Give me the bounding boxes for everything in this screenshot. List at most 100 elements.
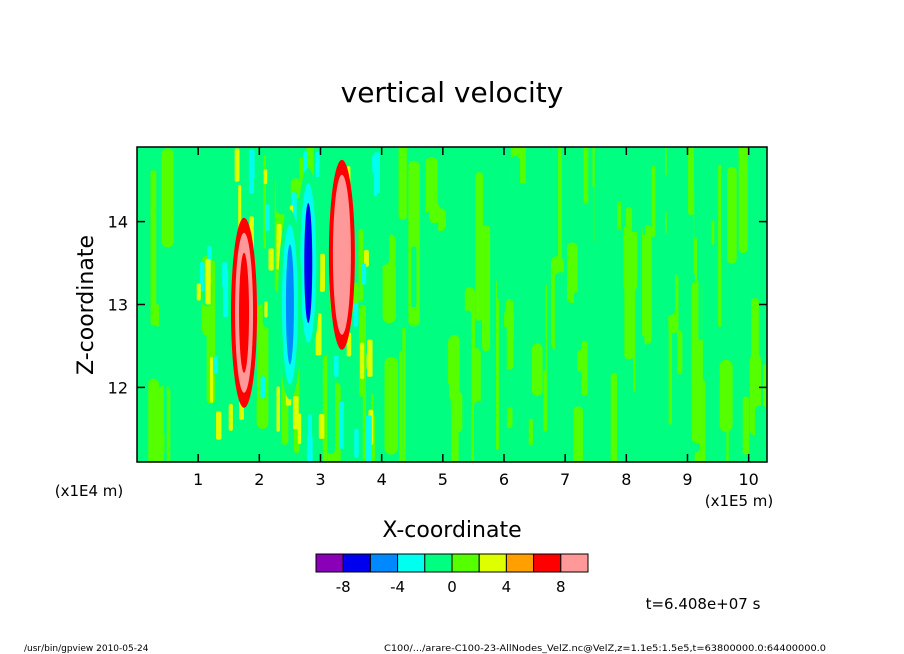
- field-patch: [573, 406, 583, 462]
- field-patch: [475, 172, 484, 321]
- feature-blob: [304, 203, 313, 324]
- field-streak: [353, 303, 359, 327]
- field-patch: [597, 182, 604, 221]
- colorbar-swatch: [369, 553, 399, 573]
- field-patch: [688, 147, 694, 216]
- feature-blob: [285, 244, 294, 365]
- colorbar-swatch: [424, 553, 453, 573]
- x-tick-label: 6: [499, 470, 509, 489]
- x-tick-label: 8: [621, 470, 631, 489]
- field-patch: [402, 327, 406, 462]
- field-patch: [495, 280, 500, 451]
- colorbar-tick-label: -8: [336, 578, 351, 596]
- field-streak: [214, 356, 218, 374]
- colorbar-swatch: [560, 553, 589, 573]
- colorbar-swatch: [451, 553, 480, 573]
- field-streak: [199, 261, 205, 292]
- field-streak: [367, 339, 373, 377]
- field-streak: [215, 411, 222, 440]
- field-patch: [719, 359, 733, 432]
- y-ticks: 12 13 14: [108, 213, 767, 397]
- field-patch: [617, 201, 621, 235]
- field-streak: [264, 204, 270, 231]
- x-tick-label: 1: [193, 470, 203, 489]
- field-patch: [463, 310, 472, 442]
- field-patch: [256, 304, 269, 429]
- field-streak: [354, 428, 359, 458]
- field-patch: [325, 333, 336, 454]
- field-streak: [238, 184, 242, 232]
- field-patch: [148, 378, 159, 462]
- y-tick-label: 12: [108, 378, 128, 397]
- field-patch: [142, 386, 147, 462]
- field-patch: [137, 283, 143, 310]
- field-patch: [755, 405, 767, 453]
- field-patch: [155, 304, 160, 327]
- field-patch: [711, 220, 715, 245]
- field-patch: [543, 260, 546, 371]
- colorbar-tick-label: 4: [502, 578, 512, 596]
- field-patch: [496, 211, 505, 301]
- field-streak: [248, 167, 254, 194]
- field-streak: [276, 386, 280, 432]
- field-patch: [267, 324, 275, 396]
- field-patch: [633, 237, 636, 393]
- field-patch: [625, 207, 633, 290]
- field-streak: [360, 342, 365, 380]
- field-patch: [637, 335, 645, 462]
- x-tick-label: 4: [377, 470, 387, 489]
- field-patch: [556, 375, 562, 462]
- field-patch: [398, 147, 407, 221]
- field-patch: [442, 396, 447, 462]
- field-patch: [173, 147, 183, 219]
- field-patch: [505, 299, 514, 370]
- field-patch: [384, 356, 399, 455]
- field-streak: [363, 249, 369, 267]
- field-streak: [338, 401, 344, 449]
- field-streak: [222, 262, 228, 288]
- field-patch: [751, 297, 759, 398]
- y-axis-label: Z-coordinate: [74, 235, 99, 375]
- field-patch: [668, 310, 673, 425]
- field-streak: [205, 259, 211, 305]
- x-tick-label: 9: [682, 470, 692, 489]
- colorbar-swatch: [315, 553, 344, 573]
- field-patch: [528, 418, 533, 446]
- field-patch: [137, 147, 147, 254]
- field-streak: [361, 263, 367, 285]
- colorbar-swatch: [533, 553, 562, 573]
- chart-title: vertical velocity: [341, 76, 564, 109]
- field-streak: [196, 283, 201, 301]
- field-patch: [378, 212, 390, 266]
- colorbar-swatch: [397, 553, 426, 573]
- field-patch: [629, 147, 639, 233]
- x-tick-label: 7: [560, 470, 570, 489]
- field-patch: [642, 224, 652, 345]
- field-streak: [263, 169, 268, 185]
- field-streak: [260, 376, 266, 399]
- field-patch: [583, 147, 589, 204]
- footer-right: C100/.../arare-C100-23-AllNodes_VelZ.nc@…: [384, 644, 826, 654]
- field-patch: [185, 421, 197, 446]
- field-patch: [718, 164, 722, 327]
- field-patch: [590, 186, 595, 315]
- field-streak: [315, 151, 320, 178]
- field-streak: [268, 248, 274, 271]
- field-patch: [742, 396, 750, 455]
- colorbar-swatch: [505, 553, 535, 573]
- field-patch: [160, 432, 165, 454]
- field-patch: [403, 322, 413, 462]
- field-patch: [754, 161, 760, 275]
- field-streak: [372, 155, 377, 174]
- colorbar-tick-label: 0: [447, 578, 457, 596]
- field-patch: [429, 203, 441, 224]
- field-streak: [333, 355, 339, 377]
- field-patch: [597, 228, 609, 279]
- x-unit-label: (x1E5 m): [705, 492, 774, 510]
- field-patch: [150, 170, 157, 326]
- field-streak: [319, 253, 325, 292]
- field-streak: [318, 413, 325, 439]
- colorbar-tick-label: -4: [390, 578, 405, 596]
- field-patch: [722, 297, 732, 335]
